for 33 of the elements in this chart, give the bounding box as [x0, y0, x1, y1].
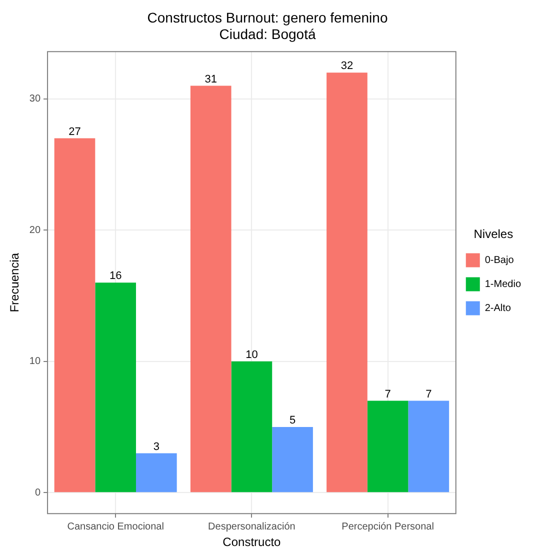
bar — [136, 453, 177, 492]
x-axis-title: Constructo — [222, 535, 282, 550]
data-label: 5 — [289, 414, 296, 427]
y-tick-label: 30 — [29, 94, 41, 105]
chart-subtitle: Ciudad: Bogotá — [219, 26, 316, 42]
bar — [272, 426, 313, 492]
data-label: 3 — [153, 440, 160, 453]
bar — [95, 282, 136, 492]
bar — [231, 361, 272, 492]
x-tick-label: Despersonalización — [208, 521, 296, 532]
x-tick-label: Percepción Personal — [342, 521, 434, 532]
bar — [54, 138, 96, 492]
x-tick-label: Cansancio Emocional — [67, 521, 164, 532]
legend-label: 1-Medio — [484, 278, 522, 290]
bar — [367, 400, 408, 492]
chart-title: Constructos Burnout: genero femenino — [147, 9, 388, 26]
legend-label: 2-Alto — [484, 302, 512, 314]
data-label: 32 — [340, 60, 354, 72]
bar — [408, 400, 450, 492]
y-tick-label: 20 — [29, 224, 41, 236]
data-label: 31 — [204, 73, 217, 86]
legend-label: 0-Bajo — [484, 254, 514, 266]
data-label: 27 — [68, 126, 81, 138]
y-tick-label: 10 — [29, 356, 41, 368]
bar — [326, 72, 368, 492]
data-label: 16 — [109, 270, 122, 282]
data-label: 10 — [246, 348, 258, 361]
data-label: 7 — [426, 388, 432, 400]
y-tick-label: 0 — [34, 487, 41, 498]
data-label: 7 — [384, 388, 391, 400]
y-axis-title: Frecuencia — [8, 252, 22, 312]
legend-title: Niveles — [474, 227, 514, 242]
bar — [190, 86, 232, 492]
